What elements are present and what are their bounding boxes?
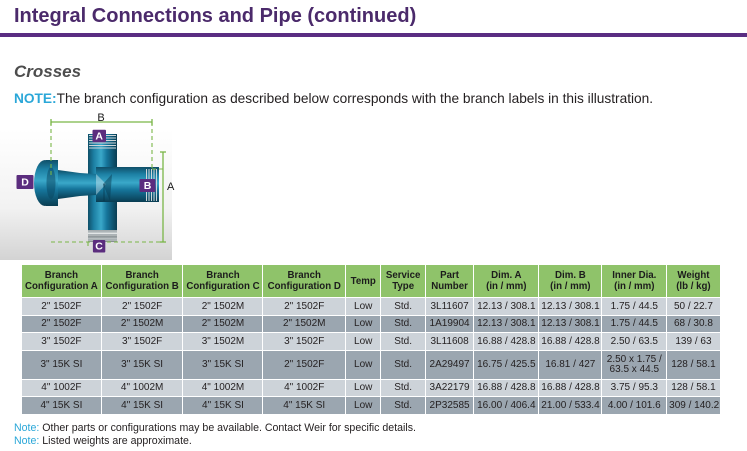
svg-text:A: A: [95, 130, 103, 142]
svg-text:B: B: [97, 112, 104, 124]
svg-text:C: C: [95, 241, 103, 253]
svg-text:A: A: [167, 181, 175, 193]
svg-text:D: D: [21, 177, 29, 189]
svg-text:B: B: [144, 180, 152, 192]
